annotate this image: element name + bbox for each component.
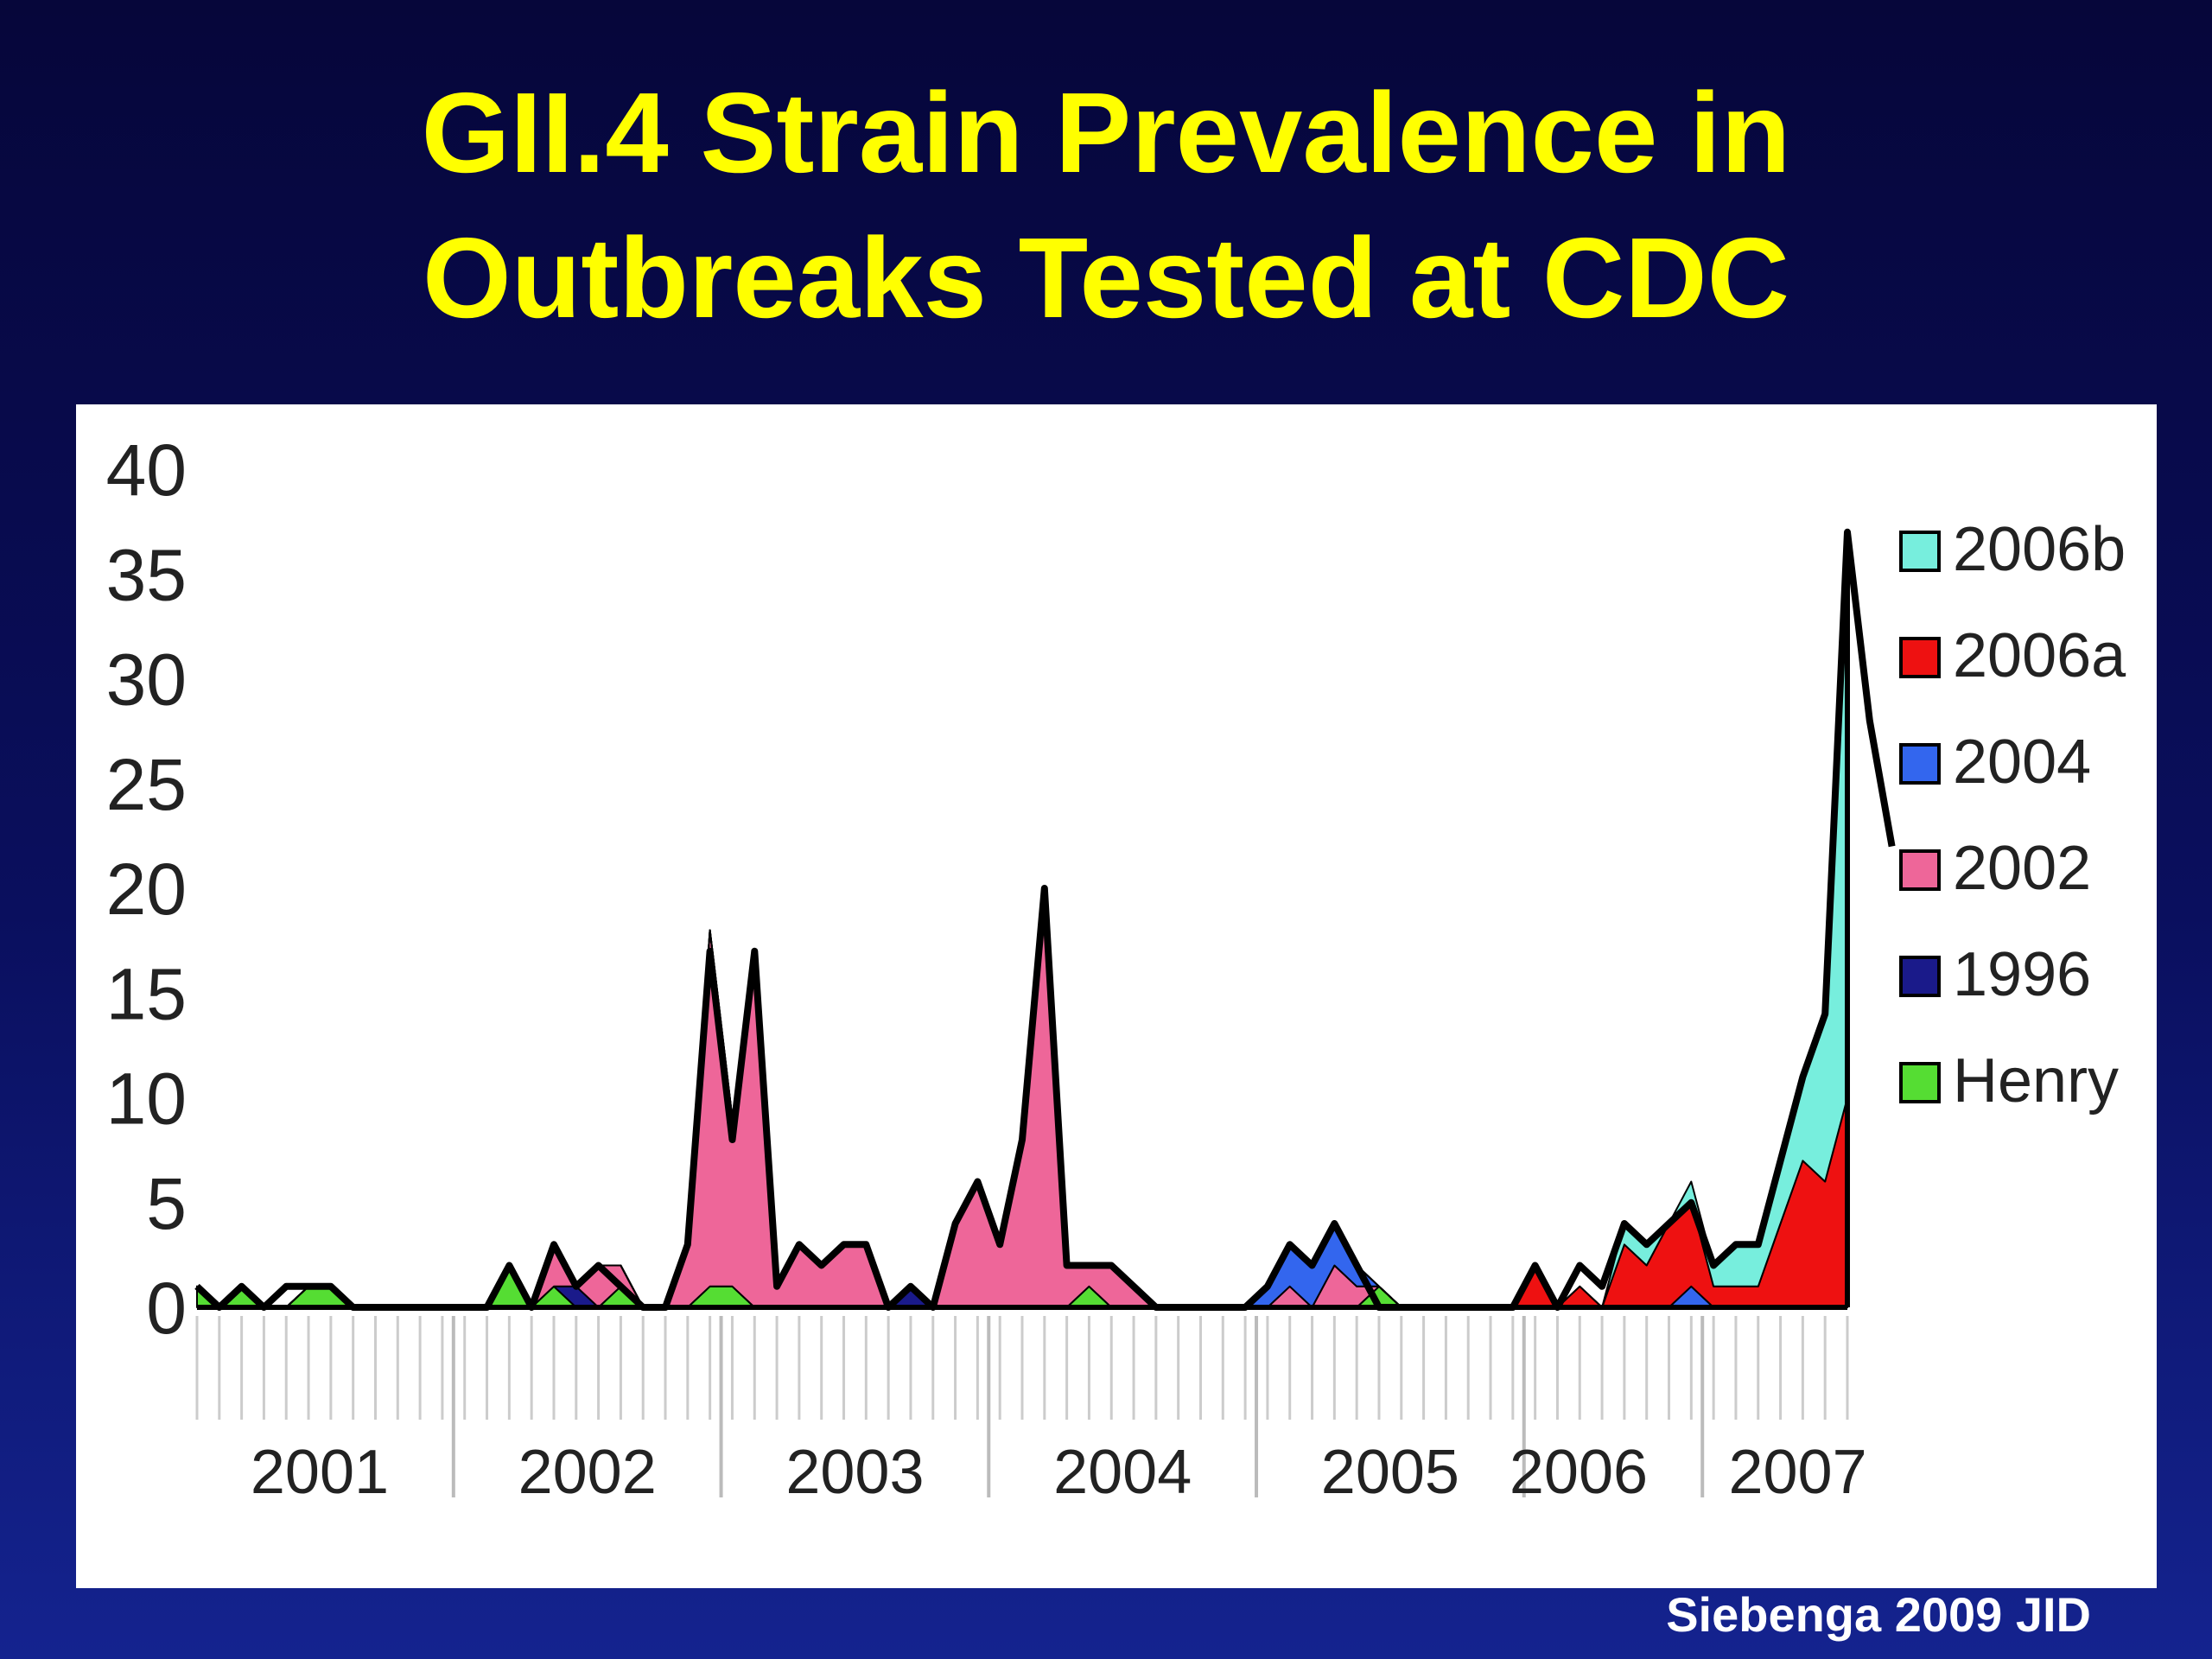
- chart-panel: 0 5 10 15 20 25 30 35 40 2001 2002 2003 2004 2005 200…: [76, 404, 2157, 1588]
- x-tick-label: 2005: [1321, 1438, 1459, 1507]
- y-tick-label: 20: [106, 849, 187, 930]
- legend-label-2004: 2004: [1953, 728, 2091, 797]
- total-outline: [194, 528, 1896, 1311]
- legend: 2006b 2006a 2004 2002 1996 Henry: [1899, 515, 2126, 1116]
- y-tick-label: 35: [106, 534, 187, 615]
- y-tick-label: 30: [106, 639, 187, 721]
- legend-label-2006b: 2006b: [1953, 515, 2126, 584]
- y-tick-label: 40: [106, 429, 187, 511]
- legend-swatch-2002: [1899, 849, 1941, 891]
- legend-swatch-2006a: [1899, 637, 1941, 678]
- y-axis: 0 5 10 15 20 25 30 35 40: [106, 429, 187, 1349]
- slide-title: GII.4 Strain Prevalence in Outbreaks Tes…: [0, 60, 2212, 351]
- legend-swatch-henry: [1899, 1062, 1941, 1103]
- legend-swatch-1996: [1899, 956, 1941, 997]
- area-2002: [196, 887, 1848, 1308]
- citation: Siebenga 2009 JID: [1666, 1587, 2091, 1642]
- legend-label-henry: Henry: [1953, 1046, 2119, 1116]
- y-tick-label: 15: [106, 953, 187, 1034]
- legend-label-1996: 1996: [1953, 940, 2091, 1009]
- y-tick-label: 10: [106, 1058, 187, 1140]
- x-tick-stubs: [195, 1316, 1849, 1497]
- y-tick-label: 5: [146, 1163, 187, 1244]
- legend-swatch-2006b: [1899, 531, 1941, 572]
- x-tick-label: 2002: [518, 1438, 657, 1507]
- x-tick-label: 2003: [785, 1438, 924, 1507]
- legend-label-2006a: 2006a: [1953, 621, 2126, 690]
- x-tick-label: 2007: [1728, 1438, 1866, 1507]
- y-tick-label: 25: [106, 744, 187, 825]
- x-axis: 2001 2002 2003 2004 2005 2006 2007: [251, 1438, 1867, 1507]
- x-tick-label: 2004: [1053, 1438, 1192, 1507]
- series-areas: [196, 531, 1848, 1308]
- y-tick-label: 0: [146, 1268, 187, 1349]
- legend-swatch-2004: [1899, 743, 1941, 785]
- slide-title-line-2: Outbreaks Tested at CDC: [423, 214, 1789, 341]
- slide-title-line-1: GII.4 Strain Prevalence in: [421, 69, 1791, 196]
- x-tick-label: 2006: [1510, 1438, 1648, 1507]
- legend-label-2002: 2002: [1953, 834, 2091, 903]
- x-tick-label: 2001: [251, 1438, 389, 1507]
